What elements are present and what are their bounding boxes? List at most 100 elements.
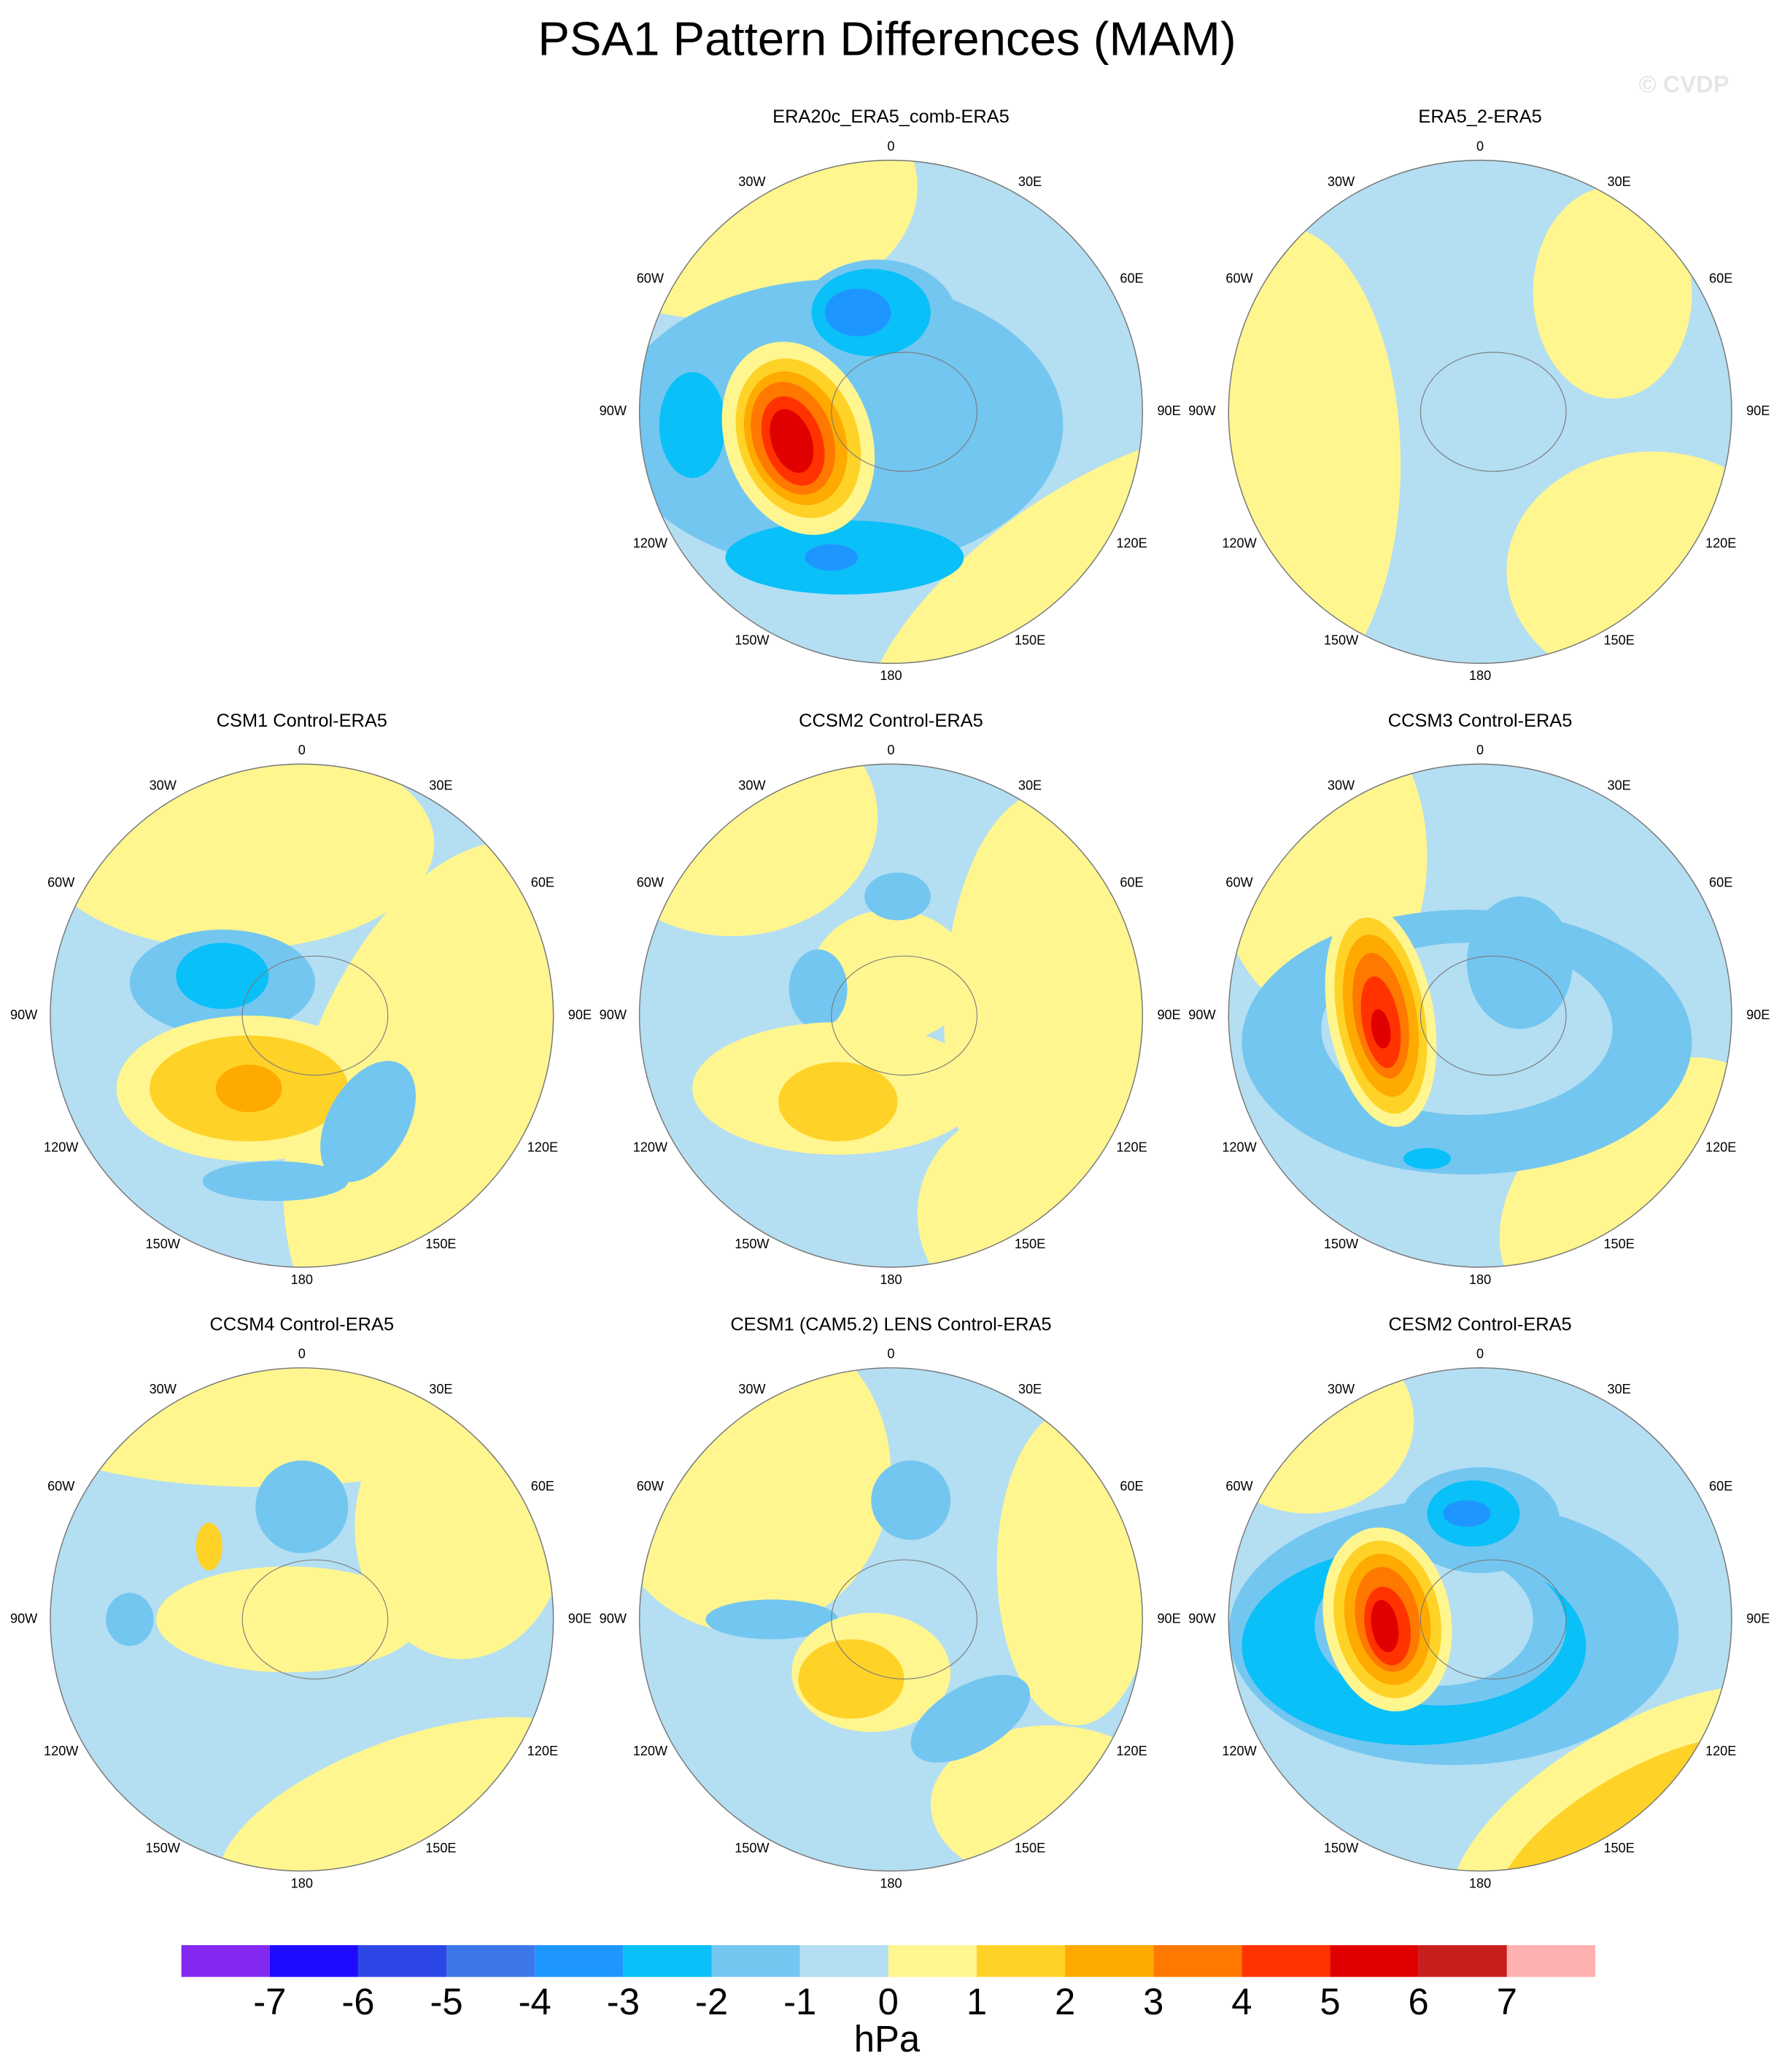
longitude-label: 120E: [1705, 536, 1736, 551]
longitude-label: 90W: [1188, 403, 1216, 418]
longitude-label: 30E: [429, 1382, 452, 1396]
longitude-label: 60E: [1709, 1479, 1732, 1493]
longitude-label: 180: [1469, 1876, 1491, 1890]
longitude-label: 90E: [568, 1611, 592, 1625]
antarctica-coast: [831, 352, 977, 472]
contour-region: [871, 1460, 951, 1540]
contour-region: [106, 1593, 154, 1646]
longitude-label: 30W: [1328, 778, 1355, 792]
colorbar-tick-label: 3: [1143, 1981, 1163, 2022]
contour-region: [195, 1523, 222, 1571]
longitude-label: 60E: [1120, 875, 1143, 889]
contour-region: [156, 1566, 422, 1673]
longitude-label: 90E: [568, 1008, 592, 1022]
contour-region: [910, 1674, 1031, 1763]
longitude-label: 180: [880, 1272, 902, 1287]
colorbar-box: [1330, 1945, 1419, 1977]
longitude-label: 30E: [429, 778, 452, 792]
contour-region: [1533, 186, 1692, 399]
longitude-label: 60W: [1225, 271, 1253, 286]
colorbar-tick-label: -5: [430, 1981, 462, 2022]
longitude-label: 150E: [425, 1237, 456, 1251]
longitude-label: 60E: [531, 1479, 554, 1493]
contour-region: [798, 1639, 905, 1719]
contour-region: [639, 764, 878, 937]
longitude-label: 30W: [738, 174, 766, 189]
longitude-label: 120E: [1116, 1744, 1147, 1758]
longitude-label: 30E: [1018, 778, 1042, 792]
contour-region: [917, 1108, 1130, 1267]
longitude-label: 90E: [1157, 1008, 1180, 1022]
colorbar-tick-label: 6: [1409, 1981, 1429, 2022]
colorbar-tick-label: -2: [695, 1981, 728, 2022]
longitude-label: 60W: [637, 1479, 665, 1493]
antarctica-coast: [1419, 352, 1567, 472]
antarctica-coast: [831, 955, 977, 1076]
colorbar-box: [711, 1945, 800, 1977]
longitude-label: 120W: [1222, 1140, 1257, 1154]
longitude-label: 120W: [1222, 1744, 1257, 1758]
contour-region: [778, 1062, 898, 1142]
longitude-label: 90E: [1157, 403, 1180, 418]
longitude-label: 30W: [1328, 1382, 1355, 1396]
colorbar-box: [888, 1945, 977, 1977]
colorbar-box: [623, 1945, 712, 1977]
longitude-label: 0: [1476, 139, 1484, 153]
longitude-label: 90W: [600, 1611, 627, 1625]
map-field: [50, 1367, 554, 1871]
longitude-label: 60E: [1120, 1479, 1143, 1493]
longitude-label: 90W: [10, 1611, 38, 1625]
map-field: [1228, 1367, 1732, 1871]
longitude-label: 90W: [600, 1008, 627, 1022]
map-border: [638, 1367, 1144, 1872]
longitude-label: 90W: [600, 403, 627, 418]
colorbar-box: [535, 1945, 624, 1977]
map-border: [638, 763, 1144, 1268]
longitude-label: 60W: [1225, 1479, 1253, 1493]
longitude-label: 0: [298, 743, 306, 757]
longitude-label: 180: [880, 668, 902, 683]
map-panel: CESM1 (CAM5.2) LENS Control-ERA5 0 30E 60E 9…: [600, 1314, 1181, 1890]
longitude-label: 180: [1469, 668, 1491, 683]
colorbar-tick-label: -6: [341, 1981, 374, 2022]
contour-region: [824, 288, 891, 336]
longitude-label: 90W: [10, 1008, 38, 1022]
longitude-label: 60W: [637, 271, 665, 286]
colorbar-box: [1065, 1945, 1154, 1977]
map-border: [1228, 763, 1732, 1268]
contour-region: [1228, 226, 1401, 664]
contour-region: [789, 949, 848, 1029]
longitude-label: 120E: [527, 1140, 558, 1154]
longitude-label: 150W: [1324, 1841, 1359, 1855]
panel-title: ERA5_2-ERA5: [1418, 107, 1541, 127]
longitude-label: 30E: [1018, 1382, 1042, 1396]
colorbar-unit: hPa: [854, 2018, 921, 2060]
longitude-label: 150W: [146, 1841, 181, 1855]
longitude-label: 90E: [1746, 403, 1770, 418]
colorbar-tick-label: 4: [1231, 1981, 1252, 2022]
longitude-label: 120E: [527, 1744, 558, 1758]
longitude-label: 180: [291, 1272, 313, 1287]
longitude-label: 30W: [150, 778, 177, 792]
longitude-label: 60W: [47, 1479, 75, 1493]
longitude-label: 150E: [1015, 1841, 1045, 1855]
map-field: [1228, 764, 1732, 1267]
longitude-label: 150W: [1324, 1237, 1359, 1251]
longitude-label: 0: [298, 1346, 306, 1361]
colorbar-tick-label: 0: [878, 1981, 899, 2022]
longitude-label: 30W: [150, 1382, 177, 1396]
longitude-label: 150E: [425, 1841, 456, 1855]
contour-region: [219, 1717, 554, 1871]
contour-region: [176, 943, 269, 1009]
longitude-label: 90W: [1188, 1611, 1216, 1625]
figure-title: PSA1 Pattern Differences (MAM): [538, 12, 1236, 65]
map-panel: CESM2 Control-ERA5 0 30E 60E 90E 120E 150E 180 1…: [1188, 1314, 1770, 1890]
map-border: [1228, 159, 1732, 665]
contour-region: [805, 544, 859, 571]
contour-region: [320, 1061, 416, 1183]
contour-region: [770, 409, 814, 473]
longitude-label: 120W: [1222, 536, 1257, 551]
panel-title: CCSM4 Control-ERA5: [210, 1314, 395, 1334]
longitude-label: 30E: [1018, 174, 1042, 189]
